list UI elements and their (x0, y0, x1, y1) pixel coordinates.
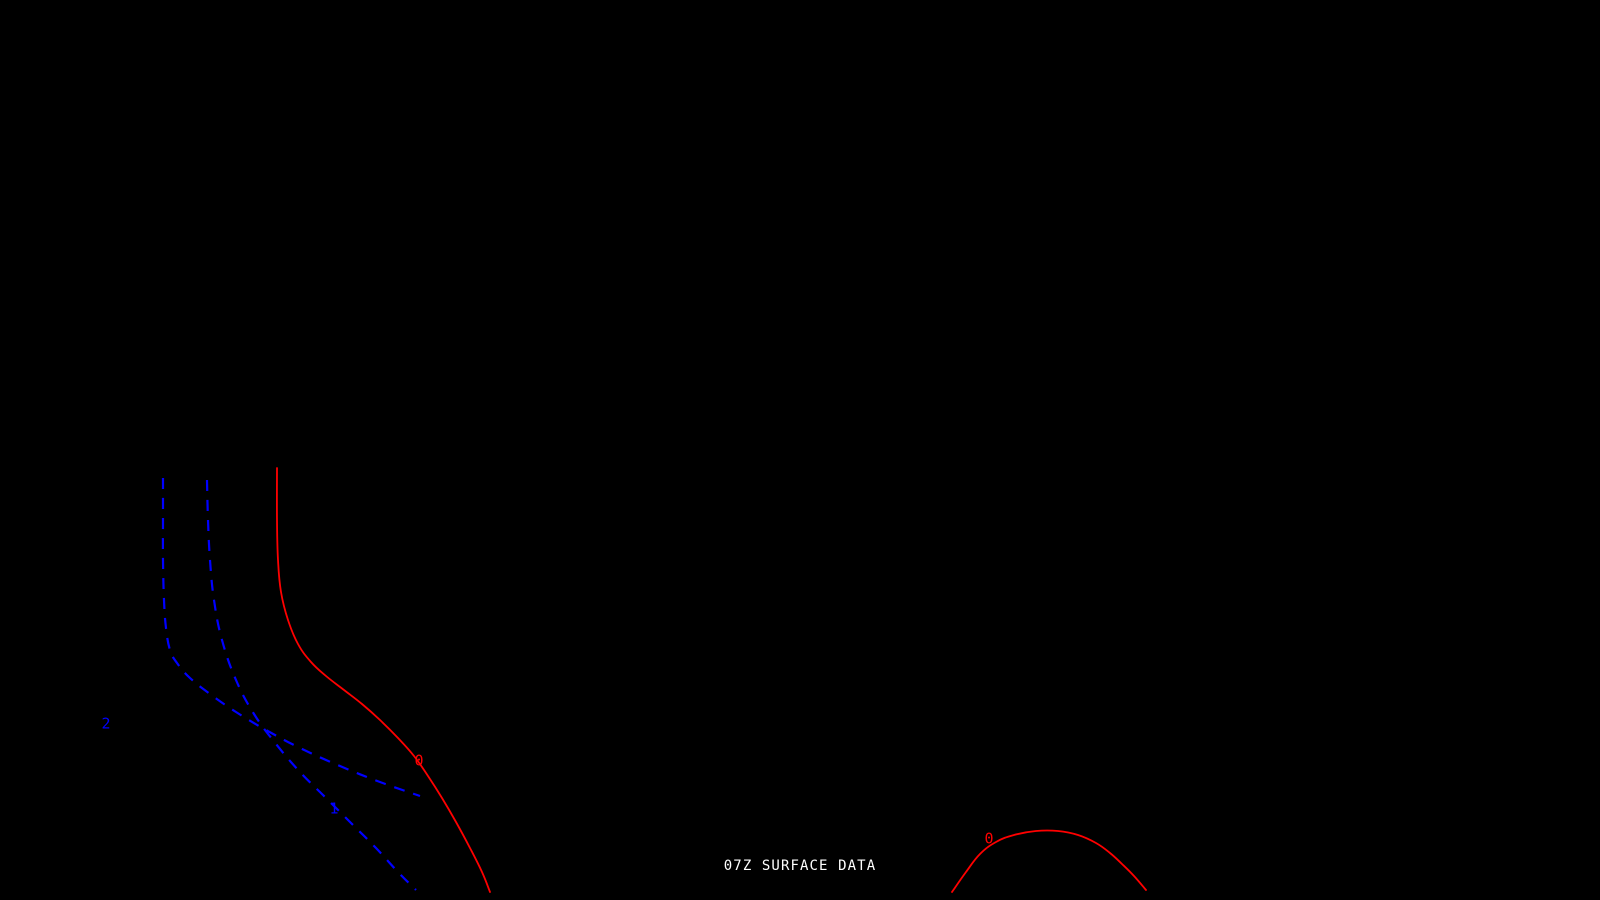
contour-line-0-left (276, 467, 491, 893)
caption-text: 07Z SURFACE DATA (723, 858, 877, 874)
contour-line-2 (161, 478, 421, 798)
contour-value-label: 2 (101, 715, 110, 733)
contour-labels-group: 2 1 0 0 (101, 715, 993, 848)
contour-value-label: 1 (329, 800, 338, 818)
contour-value-label: 0 (414, 752, 423, 770)
contour-line-1 (205, 479, 417, 891)
contour-lines-group (161, 467, 1147, 893)
contour-value-label: 0 (984, 830, 993, 848)
contour-line-0-right (951, 829, 1147, 893)
